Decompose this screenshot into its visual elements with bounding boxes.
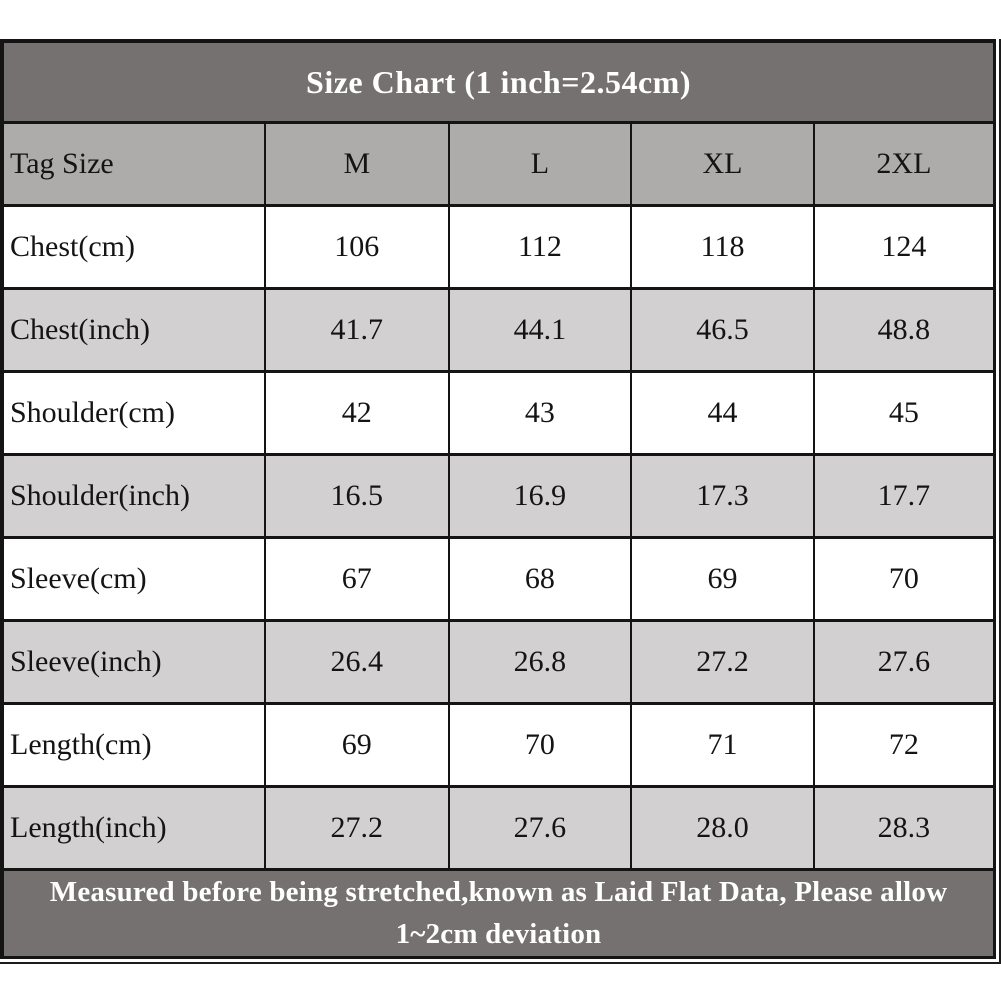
size-value: 16.5 — [264, 453, 450, 539]
size-value: 68 — [447, 536, 633, 622]
size-value: 72 — [812, 702, 996, 788]
title-row: Size Chart (1 inch=2.54cm) — [1, 39, 996, 124]
row-label: Shoulder(inch) — [1, 453, 266, 539]
size-value: 45 — [812, 370, 996, 456]
table-row: Shoulder(cm) 42 43 44 45 — [1, 370, 996, 456]
row-label: Chest(inch) — [1, 287, 266, 373]
row-label: Length(cm) — [1, 702, 266, 788]
column-header-size-l: L — [447, 121, 633, 207]
size-value: 112 — [447, 204, 633, 290]
column-header-size-xl: XL — [630, 121, 815, 207]
size-chart-table: Size Chart (1 inch=2.54cm) Tag Size M L … — [0, 39, 996, 959]
table-row: Length(cm) 69 70 71 72 — [1, 702, 996, 788]
size-value: 27.2 — [264, 785, 450, 871]
table-row: Chest(inch) 41.7 44.1 46.5 48.8 — [1, 287, 996, 373]
table-title: Size Chart (1 inch=2.54cm) — [1, 39, 996, 124]
size-value: 17.7 — [812, 453, 996, 539]
size-value: 44 — [630, 370, 815, 456]
size-chart-frame: Size Chart (1 inch=2.54cm) Tag Size M L … — [0, 39, 1001, 964]
row-label: Sleeve(inch) — [1, 619, 266, 705]
size-value: 16.9 — [447, 453, 633, 539]
size-value: 28.0 — [630, 785, 815, 871]
size-value: 42 — [264, 370, 450, 456]
table-row: Chest(cm) 106 112 118 124 — [1, 204, 996, 290]
column-header-tag-size: Tag Size — [1, 121, 266, 207]
table-row: Sleeve(cm) 67 68 69 70 — [1, 536, 996, 622]
row-label: Sleeve(cm) — [1, 536, 266, 622]
size-value: 43 — [447, 370, 633, 456]
size-value: 27.6 — [447, 785, 633, 871]
footer-row: Measured before being stretched,known as… — [1, 868, 996, 959]
size-value: 27.2 — [630, 619, 815, 705]
header-row: Tag Size M L XL 2XL — [1, 121, 996, 207]
size-value: 41.7 — [264, 287, 450, 373]
column-header-size-m: M — [264, 121, 450, 207]
size-value: 26.4 — [264, 619, 450, 705]
size-value: 67 — [264, 536, 450, 622]
measurement-note: Measured before being stretched,known as… — [1, 868, 996, 959]
table-row: Sleeve(inch) 26.4 26.8 27.2 27.6 — [1, 619, 996, 705]
size-value: 28.3 — [812, 785, 996, 871]
size-value: 44.1 — [447, 287, 633, 373]
size-value: 70 — [447, 702, 633, 788]
size-value: 69 — [630, 536, 815, 622]
column-header-size-2xl: 2XL — [812, 121, 996, 207]
table-row: Length(inch) 27.2 27.6 28.0 28.3 — [1, 785, 996, 871]
size-value: 17.3 — [630, 453, 815, 539]
size-value: 26.8 — [447, 619, 633, 705]
size-value: 46.5 — [630, 287, 815, 373]
size-value: 69 — [264, 702, 450, 788]
size-value: 106 — [264, 204, 450, 290]
row-label: Shoulder(cm) — [1, 370, 266, 456]
size-value: 118 — [630, 204, 815, 290]
table-row: Shoulder(inch) 16.5 16.9 17.3 17.7 — [1, 453, 996, 539]
size-value: 71 — [630, 702, 815, 788]
row-label: Length(inch) — [1, 785, 266, 871]
size-table-body: Chest(cm) 106 112 118 124 Chest(inch) 41.7 44.1… — [1, 204, 996, 871]
size-value: 27.6 — [812, 619, 996, 705]
row-label: Chest(cm) — [1, 204, 266, 290]
size-value: 70 — [812, 536, 996, 622]
size-value: 124 — [812, 204, 996, 290]
size-value: 48.8 — [812, 287, 996, 373]
